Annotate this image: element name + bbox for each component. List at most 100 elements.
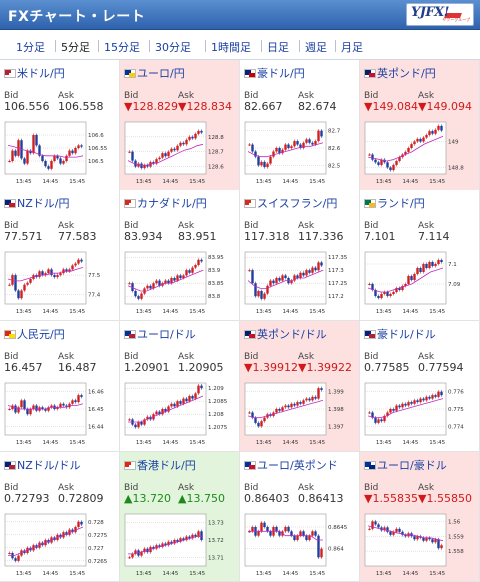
currency-pair-card[interactable]: ユーロ/ドル Bid Ask 1.20901 1.20905 1.209 1.2085 1.2… xyxy=(120,321,240,452)
currency-pair-card[interactable]: 豪ドル/ドル Bid Ask 0.77585 0.77594 0.776 0.775 0.77… xyxy=(360,321,480,452)
tab-6[interactable]: 日足 xyxy=(267,41,289,54)
rate-chart[interactable]: 16.46 16.45 16.44 13:45 14:45 15:45 xyxy=(3,379,116,449)
currency-pair-card[interactable]: 香港ドル/円 Bid Ask ▲13.720 ▲13.750 13.73 13.72 13.7… xyxy=(120,452,240,582)
rate-chart[interactable]: 128.8 128.7 128.6 13:45 14:45 15:45 xyxy=(123,118,236,188)
pair-name[interactable]: カナダドル/円 xyxy=(124,195,207,211)
pair-name-text[interactable]: ランド/円 xyxy=(377,197,425,210)
currency-pair-card[interactable]: 米ドル/円 Bid Ask 106.556 106.558 106.6 106.55 106.… xyxy=(0,60,120,191)
currency-pair-card[interactable]: ユーロ/豪ドル Bid Ask ▼1.55835 ▼1.55850 1.56 1.559 1.… xyxy=(360,452,480,582)
pair-name-text[interactable]: カナダドル/円 xyxy=(137,197,207,210)
rate-chart[interactable]: 0.776 0.775 0.774 13:45 14:45 15:45 xyxy=(363,379,476,449)
rate-chart[interactable]: 7.1 7.09 13:45 14:45 15:45 xyxy=(363,248,476,318)
candle xyxy=(383,527,386,531)
currency-pair-card[interactable]: ユーロ/英ポンド Bid Ask 0.86403 0.86413 0.8645 0.864 1… xyxy=(240,452,360,582)
tab-5[interactable]: 1時間足 xyxy=(211,41,251,54)
tab-2[interactable]: 5分足 xyxy=(61,41,90,54)
pair-name[interactable]: スイスフラン/円 xyxy=(244,195,337,211)
tab-separator xyxy=(335,40,336,52)
rate-chart[interactable]: 83.95 83.9 83.85 83.8 13:45 14:45 15:45 xyxy=(123,248,236,318)
pair-name-text[interactable]: ユーロ/豪ドル xyxy=(377,459,447,472)
pair-name-text[interactable]: ユーロ/円 xyxy=(137,67,185,80)
rate-chart[interactable]: 106.6 106.55 106.5 13:45 14:45 15:45 xyxy=(3,118,116,188)
pair-name[interactable]: ユーロ/円 xyxy=(124,65,185,81)
pair-name[interactable]: 香港ドル/円 xyxy=(124,457,196,473)
currency-pair-card[interactable]: 豪ドル/円 Bid Ask 82.667 82.674 82.7 82.6 82.5 13:45… xyxy=(240,60,360,191)
candle xyxy=(398,405,401,408)
y-tick-label: 0.727 xyxy=(88,546,104,552)
pair-name-text[interactable]: NZドル/ドル xyxy=(17,459,81,472)
currency-pair-card[interactable]: NZドル/円 Bid Ask 77.571 77.583 77.5 77.4 13:45 14:… xyxy=(0,190,120,321)
rate-chart[interactable]: 1.399 1.398 1.397 13:45 14:45 15:45 xyxy=(243,379,356,449)
rate-chart[interactable]: 13.73 13.72 13.71 13:45 14:45 15:45 xyxy=(123,510,236,580)
pair-name-text[interactable]: 英ポンド/ドル xyxy=(257,328,327,341)
currency-pair-card[interactable]: カナダドル/円 Bid Ask 83.934 83.951 83.95 83.9 83.85 8… xyxy=(120,190,240,321)
pair-name[interactable]: 豪ドル/ドル xyxy=(364,326,436,342)
tab-4[interactable]: 30分足 xyxy=(155,41,191,54)
candle xyxy=(389,531,392,535)
rate-chart[interactable]: 0.728 0.7275 0.727 0.7265 13:45 14:45 15:45 xyxy=(3,510,116,580)
candle xyxy=(128,283,131,285)
flag-part xyxy=(249,203,255,207)
tab-3[interactable]: 15分足 xyxy=(104,41,140,54)
yjfx-logo[interactable]: YJFX! ヤフーグループ xyxy=(406,3,474,26)
rate-chart[interactable]: 117.35 117.3 117.25 117.2 13:45 14:45 15:45 xyxy=(243,248,356,318)
candle xyxy=(35,135,38,146)
rate-chart[interactable]: 1.209 1.2085 1.208 1.2075 13:45 14:45 15:45 xyxy=(123,379,236,449)
candle xyxy=(410,402,413,404)
pair-name-text[interactable]: 香港ドル/円 xyxy=(137,459,196,472)
pair-name[interactable]: ユーロ/豪ドル xyxy=(364,457,447,473)
rate-chart[interactable]: 77.5 77.4 13:45 14:45 15:45 xyxy=(3,248,116,318)
flag-part xyxy=(369,203,375,207)
flag-part xyxy=(129,203,135,207)
currency-pair-card[interactable]: ランド/円 Bid Ask 7.101 7.114 7.1 7.09 13:45 14:45 15… xyxy=(360,190,480,321)
pair-name-text[interactable]: ユーロ/英ポンド xyxy=(257,459,338,472)
pair-name[interactable]: 人民元/円 xyxy=(4,326,65,342)
pair-name-text[interactable]: 人民元/円 xyxy=(17,328,65,341)
tab-8[interactable]: 月足 xyxy=(341,41,363,54)
pair-name[interactable]: 英ポンド/円 xyxy=(364,65,436,81)
rate-chart[interactable]: 0.8645 0.864 13:45 14:45 15:45 xyxy=(243,510,356,580)
ask-label: Ask xyxy=(58,483,75,493)
rate-chart[interactable]: 1.56 1.559 1.558 13:45 14:45 15:45 xyxy=(363,510,476,580)
pair-name-text[interactable]: 米ドル/円 xyxy=(17,67,65,80)
flag-icon xyxy=(124,330,136,339)
tab-7[interactable]: 週足 xyxy=(305,41,327,54)
pair-name-text[interactable]: 英ポンド/円 xyxy=(377,67,436,80)
pair-name[interactable]: ユーロ/ドル xyxy=(124,326,196,342)
candle xyxy=(200,259,203,262)
candle xyxy=(143,165,146,169)
candle xyxy=(440,391,443,396)
candle xyxy=(47,407,50,411)
pair-name-text[interactable]: ユーロ/ドル xyxy=(137,328,196,341)
pair-name[interactable]: ランド/円 xyxy=(364,195,425,211)
pair-name-text[interactable]: NZドル/円 xyxy=(17,197,70,210)
pair-name[interactable]: 豪ドル/円 xyxy=(244,65,305,81)
currency-pair-card[interactable]: NZドル/ドル Bid Ask 0.72793 0.72809 0.728 0.7275 0.… xyxy=(0,452,120,582)
candle xyxy=(137,296,140,299)
pair-name-text[interactable]: スイスフラン/円 xyxy=(257,197,338,210)
pair-name[interactable]: 米ドル/円 xyxy=(4,65,65,81)
pair-name[interactable]: ユーロ/英ポンド xyxy=(244,457,338,473)
currency-pair-card[interactable]: 英ポンド/ドル Bid Ask ▼1.39912 ▼1.39922 1.399 1.398 1… xyxy=(240,321,360,452)
currency-pair-card[interactable]: 人民元/円 Bid Ask 16.457 16.487 16.46 16.45 16.44 13… xyxy=(0,321,120,452)
pair-name-text[interactable]: 豪ドル/円 xyxy=(257,67,305,80)
currency-pair-card[interactable]: ユーロ/円 Bid Ask ▼128.829 ▼128.834 128.8 128.7 128… xyxy=(120,60,240,191)
candle xyxy=(179,538,182,542)
pair-name[interactable]: NZドル/ドル xyxy=(4,457,80,473)
tab-1[interactable]: 1分足 xyxy=(16,41,45,54)
currency-pair-card[interactable]: スイスフラン/円 Bid Ask 117.318 117.336 117.35 117.3 1… xyxy=(240,190,360,321)
currency-pair-card[interactable]: 英ポンド/円 Bid Ask ▼149.084 ▼149.094 149 148.8 13:4… xyxy=(360,60,480,191)
tab-separator xyxy=(55,40,56,52)
pair-name[interactable]: 英ポンド/ドル xyxy=(244,326,327,342)
y-tick-label: 0.8645 xyxy=(328,525,348,531)
x-tick-label: 15:45 xyxy=(429,440,445,446)
pair-name[interactable]: NZドル/円 xyxy=(4,195,69,211)
rate-chart[interactable]: 149 148.8 13:45 14:45 15:45 xyxy=(363,118,476,188)
rate-chart[interactable]: 82.7 82.6 82.5 13:45 14:45 15:45 xyxy=(243,118,356,188)
y-tick-label: 16.46 xyxy=(88,390,104,396)
plot-area xyxy=(244,513,327,567)
bid-value: 117.318 xyxy=(244,230,290,243)
bid-value: 0.77585 xyxy=(364,361,410,374)
pair-name-text[interactable]: 豪ドル/ドル xyxy=(377,328,436,341)
bid-label: Bid xyxy=(124,483,139,493)
